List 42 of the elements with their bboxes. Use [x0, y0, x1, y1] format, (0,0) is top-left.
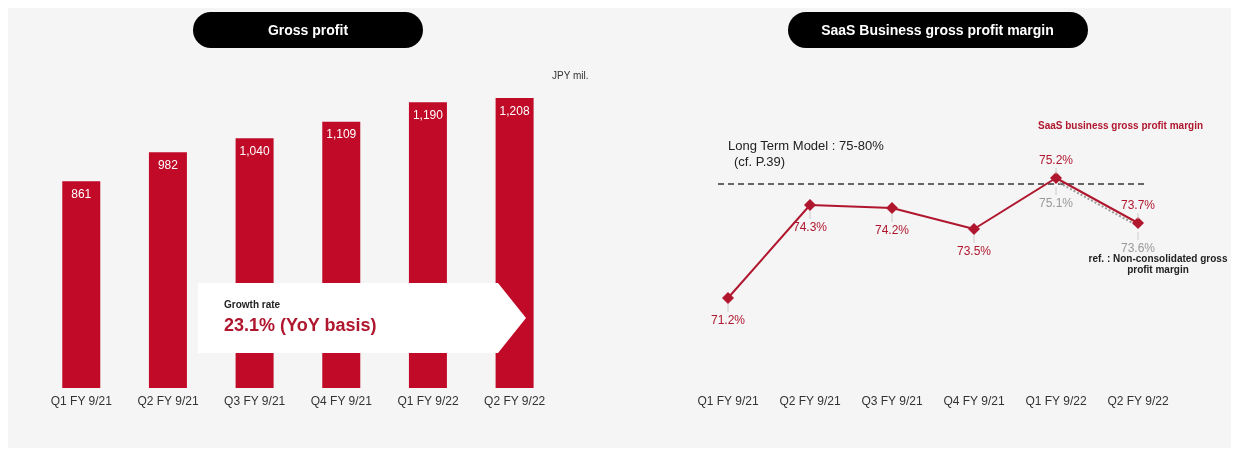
- point: [886, 202, 898, 214]
- x-tick-label: Q2 FY 9/22: [484, 393, 546, 408]
- data-label: 74.2%: [874, 223, 910, 237]
- data-label: 1,040: [239, 143, 270, 158]
- point: [968, 223, 980, 235]
- data-label: 73.7%: [1120, 198, 1156, 212]
- data-label: 75.1%: [1038, 196, 1074, 210]
- data-label: 73.6%: [1120, 241, 1156, 255]
- x-tick-label: Q1 FY 9/22: [1025, 393, 1087, 408]
- data-label: 74.3%: [792, 220, 828, 234]
- annotation: 23.1% (YoY basis): [224, 315, 377, 336]
- x-tick-label: Q2 FY 9/22: [1107, 393, 1169, 408]
- text: ref. : Non-consolidated gross profit margin: [1088, 253, 1228, 275]
- x-tick-label: Q4 FY 9/21: [943, 393, 1005, 408]
- data-label: 1,109: [326, 127, 357, 142]
- chart-title: SaaS Business gross profit margin: [787, 12, 1088, 48]
- point: [1132, 217, 1144, 229]
- x-tick-label: Q3 FY 9/21: [224, 393, 286, 408]
- point: [804, 199, 816, 211]
- x-tick-label: Q1 FY 9/21: [50, 393, 113, 408]
- chart-title: Gross profit: [193, 12, 423, 48]
- x-tick-label: Q4 FY 9/21: [310, 393, 373, 408]
- x-tick-label: Q2 FY 9/21: [779, 393, 841, 408]
- x-tick-label: Q3 FY 9/21: [861, 393, 923, 408]
- data-label: 982: [157, 157, 179, 172]
- bar: [62, 181, 101, 388]
- x-tick-label: Q1 FY 9/22: [397, 393, 459, 408]
- bar: [148, 152, 187, 388]
- point: [1050, 172, 1062, 184]
- x-tick-label: Q2 FY 9/21: [137, 393, 199, 408]
- text: SaaS business gross profit margin: [1038, 120, 1204, 131]
- point: [722, 292, 734, 304]
- data-label: 71.2%: [710, 313, 746, 327]
- ref-line-label: Long Term Model : 75-80% (cf. P.39): [728, 138, 885, 169]
- data-label: 75.2%: [1038, 153, 1074, 167]
- data-label: 73.5%: [956, 244, 992, 258]
- data-label: 1,190: [412, 107, 444, 122]
- annotation: Growth rate: [224, 299, 281, 310]
- x-tick-label: Q1 FY 9/21: [697, 393, 759, 408]
- data-label: 1,208: [499, 103, 530, 118]
- y-axis-title: JPY mil.: [552, 70, 589, 81]
- data-label: 861: [71, 186, 92, 201]
